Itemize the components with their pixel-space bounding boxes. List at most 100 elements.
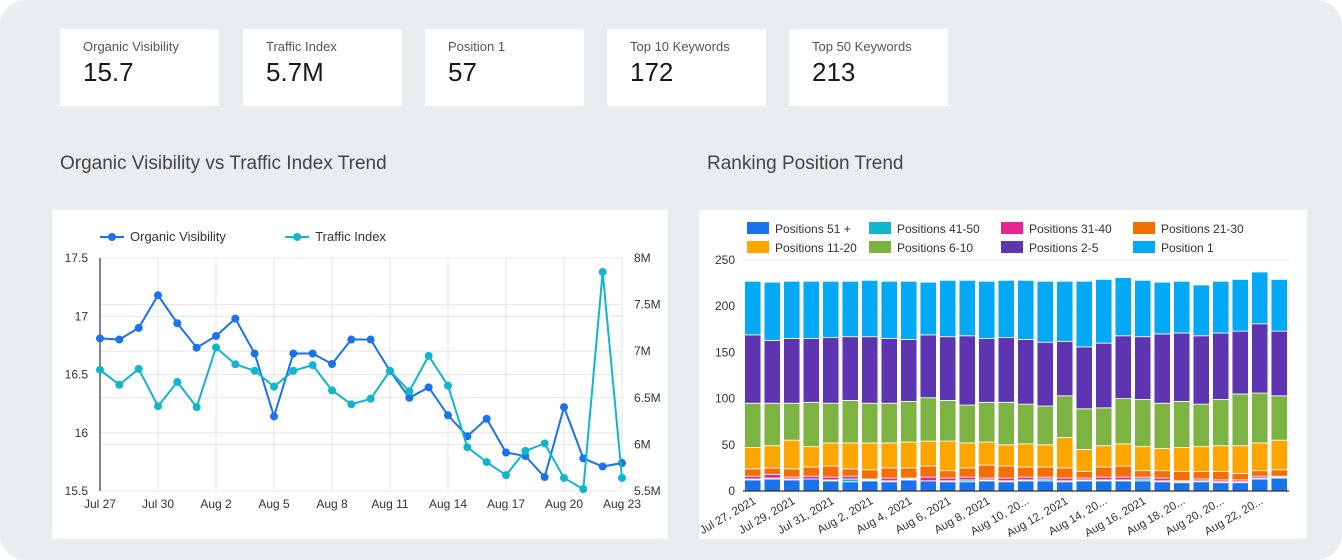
bar-segment-positions-11-20 xyxy=(861,442,879,471)
y-right-tick-label: 5.5M xyxy=(634,484,661,498)
bar-segment-positions-21-30 xyxy=(1231,473,1249,481)
bar-segment-positions-6-10 xyxy=(958,404,976,444)
kpi-value: 57 xyxy=(448,57,477,87)
bar-segment-positions-11-20 xyxy=(1251,442,1269,472)
bar-segment-positions-2-5 xyxy=(802,338,820,403)
bar-segment-positions-2-5 xyxy=(900,339,918,402)
kpi-label: Organic Visibility xyxy=(83,39,179,54)
bar-segment-positions-2-5 xyxy=(1153,333,1171,404)
bar-segment-positions-6-10 xyxy=(1134,399,1152,448)
bar-segment-positions-21-30 xyxy=(978,464,996,479)
data-point xyxy=(192,403,201,412)
bar-segment-positions-2-5 xyxy=(1270,330,1288,397)
data-point xyxy=(521,446,530,455)
bar-segment-positions-51 xyxy=(783,479,801,492)
bar-segment-positions-2-5 xyxy=(919,334,937,399)
data-point xyxy=(173,377,182,386)
x-tick-label: Aug 5 xyxy=(258,497,290,511)
bar-segment-positions-6-10 xyxy=(783,402,801,441)
bar-segment-positions-2-5 xyxy=(939,336,957,401)
bar-segment-position-1 xyxy=(822,280,840,339)
kpi-traffic-index: Traffic Index 5.7M xyxy=(243,29,402,106)
bar-segment-positions-31-40 xyxy=(939,477,957,482)
bar-segment-positions-2-5 xyxy=(1192,335,1210,405)
bar-segment-positions-11-20 xyxy=(880,442,898,469)
bar-segment-positions-51 xyxy=(861,480,879,492)
bar-segment-positions-6-10 xyxy=(1173,400,1191,448)
y-left-tick-label: 17.5 xyxy=(65,251,89,265)
bar-segment-positions-6-10 xyxy=(880,402,898,444)
bar-segment-position-1 xyxy=(861,279,879,338)
bar-segment-positions-21-30 xyxy=(1114,465,1132,478)
data-point xyxy=(482,458,491,467)
bar-segment-positions-31-40 xyxy=(1056,477,1074,482)
bar-segment-positions-11-20 xyxy=(802,446,820,468)
data-point xyxy=(560,403,568,412)
bar-segment-position-1 xyxy=(1075,280,1093,348)
x-tick-label: Aug 20 xyxy=(545,497,583,511)
bar-segment-positions-11-20 xyxy=(1173,447,1191,472)
data-point xyxy=(347,335,356,344)
bar-segment-positions-51 xyxy=(1231,482,1249,492)
data-point xyxy=(96,365,104,374)
legend-label: Positions 21-30 xyxy=(1161,222,1244,236)
bar-segment-positions-31-40 xyxy=(841,475,859,480)
bar-segment-positions-6-10 xyxy=(1114,398,1132,445)
bar-segment-positions-51 xyxy=(1153,481,1171,492)
bar-segment-positions-2-5 xyxy=(861,336,879,404)
bar-segment-position-1 xyxy=(1231,279,1249,332)
legend-label: Positions 31-40 xyxy=(1029,222,1112,236)
legend-swatch xyxy=(869,222,891,234)
legend-swatch xyxy=(747,222,769,234)
legend-swatch xyxy=(1001,241,1023,253)
legend-label: Positions 11-20 xyxy=(775,241,857,255)
y-tick-label: 50 xyxy=(722,438,736,452)
bar-segment-positions-6-10 xyxy=(802,401,820,448)
kpi-value: 172 xyxy=(630,57,674,87)
series-line-traffic-index xyxy=(99,271,623,491)
bar-segment-positions-51 xyxy=(1056,481,1074,492)
bar-segment-positions-31-40 xyxy=(744,475,762,480)
y-tick-label: 200 xyxy=(715,299,735,313)
bar-segment-positions-21-30 xyxy=(841,468,859,477)
bar-segment-positions-2-5 xyxy=(1231,330,1249,395)
kpi-label: Top 50 Keywords xyxy=(812,39,912,54)
bar-segment-positions-21-30 xyxy=(958,467,976,478)
y-tick-label: 100 xyxy=(715,392,735,406)
bar-segment-positions-51 xyxy=(822,480,840,492)
bar-segment-positions-6-10 xyxy=(1036,405,1054,446)
line-chart-panel: 15.5 16 16.5 17 17.5 5.5M 6M 6.5M 7M 7.5M 8M Jul 27… xyxy=(52,210,668,539)
data-point xyxy=(328,360,336,369)
bar-segment-positions-2-5 xyxy=(880,338,898,404)
bar-segment-positions-11-20 xyxy=(1153,448,1171,472)
y-tick-label: 0 xyxy=(728,484,735,498)
legend-swatch xyxy=(747,241,769,253)
data-point xyxy=(270,412,278,421)
bar-segment-positions-2-5 xyxy=(997,337,1015,403)
bar-segment-position-1 xyxy=(880,280,898,339)
y-tick-label: 250 xyxy=(715,253,735,267)
bar-segment-positions-2-5 xyxy=(1134,336,1152,400)
bar-segment-positions-6-10 xyxy=(997,401,1015,446)
bar-segment-positions-51 xyxy=(1036,480,1054,492)
bar-segment-positions-2-5 xyxy=(1036,341,1054,407)
bar-segment-position-1 xyxy=(802,280,820,339)
bar-segment-position-1 xyxy=(763,281,781,341)
legend-label: Position 1 xyxy=(1161,241,1214,255)
kpi-organic-visibility: Organic Visibility 15.7 xyxy=(60,29,219,106)
bar-segment-positions-6-10 xyxy=(1017,403,1035,445)
bar-segment-position-1 xyxy=(919,281,937,336)
bar-segment-positions-6-10 xyxy=(1212,399,1230,447)
bar-segment-positions-51 xyxy=(900,479,918,492)
legend-label: Traffic Index xyxy=(315,229,386,244)
bar-segment-position-1 xyxy=(1056,280,1074,342)
bar-segment-positions-11-20 xyxy=(1075,449,1093,472)
bar-segment-positions-6-10 xyxy=(919,397,937,442)
y-right-tick-label: 8M xyxy=(634,251,651,265)
bar-segment-positions-2-5 xyxy=(1075,346,1093,410)
bar-segment-positions-31-40 xyxy=(802,475,820,480)
bar-segment-positions-21-30 xyxy=(1251,470,1269,477)
data-point xyxy=(598,267,607,276)
data-point xyxy=(134,323,143,332)
data-point xyxy=(173,319,182,328)
